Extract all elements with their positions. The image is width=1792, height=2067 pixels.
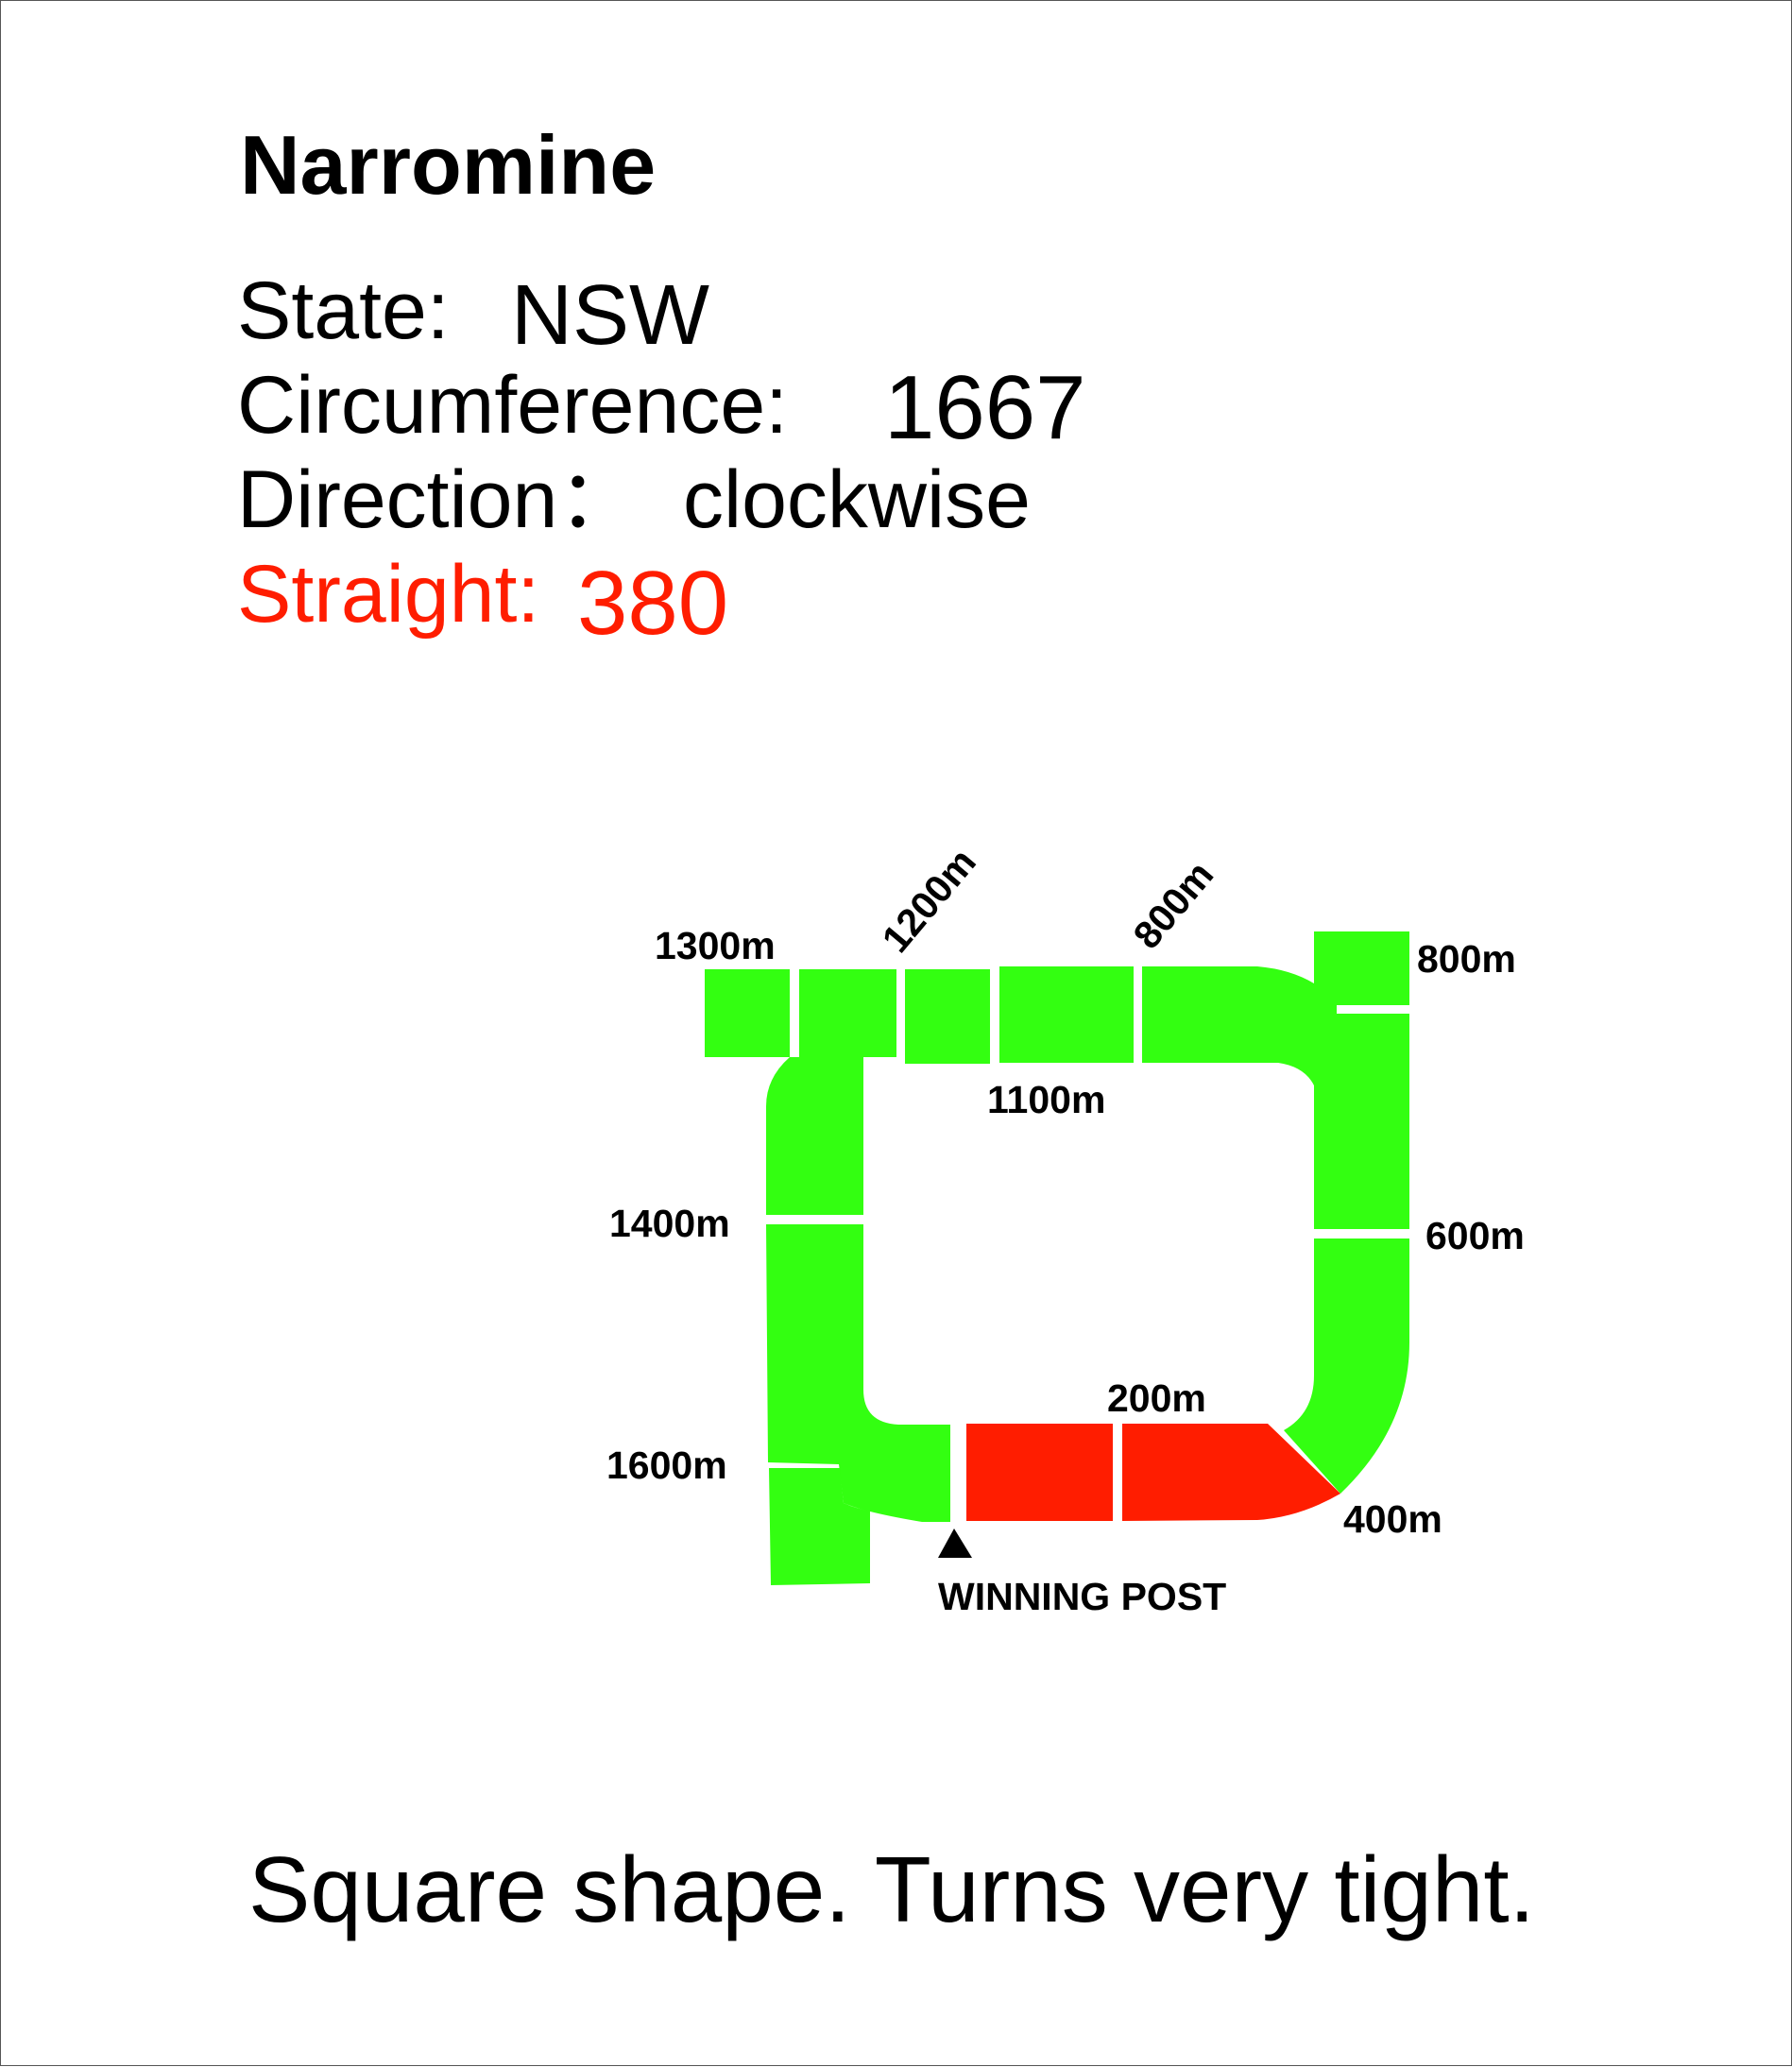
section-1150 bbox=[905, 969, 990, 1064]
marker-1100m: 1100m bbox=[987, 1078, 1105, 1121]
track-outline bbox=[705, 931, 1409, 1585]
section-1300-chute bbox=[705, 969, 790, 1057]
section-1400 bbox=[766, 1057, 863, 1215]
marker-1300m: 1300m bbox=[655, 924, 776, 967]
track-name: Narromine bbox=[240, 118, 657, 212]
direction-label: Direction： bbox=[237, 454, 640, 545]
marker-1400m: 1400m bbox=[609, 1202, 730, 1245]
section-200 bbox=[1122, 1424, 1340, 1521]
section-300 bbox=[966, 1424, 1113, 1521]
marker-1600m: 1600m bbox=[606, 1443, 727, 1487]
state-label: State: bbox=[237, 265, 450, 356]
marker-400m: 400m bbox=[1343, 1497, 1442, 1541]
marker-200m: 200m bbox=[1107, 1376, 1206, 1420]
direction-value: clockwise bbox=[683, 454, 1031, 545]
section-1600-chute bbox=[769, 1468, 870, 1585]
home-straight bbox=[966, 1424, 1340, 1521]
straight-label: Straight: bbox=[237, 549, 540, 640]
winning-post-icon bbox=[938, 1529, 972, 1558]
winning-post-label: WINNING POST bbox=[938, 1575, 1226, 1618]
section-1500 bbox=[766, 1224, 950, 1522]
section-900 bbox=[1142, 966, 1314, 1085]
section-600 bbox=[1284, 1238, 1409, 1494]
track-note: Square shape. Turns very tight. bbox=[248, 1837, 1535, 1941]
section-1200 bbox=[799, 969, 896, 1057]
section-1100 bbox=[999, 966, 1134, 1063]
straight-value: 380 bbox=[577, 553, 729, 654]
circumference-label: Circumference: bbox=[237, 360, 789, 451]
marker-800m-right: 800m bbox=[1417, 937, 1516, 981]
section-700 bbox=[1314, 983, 1409, 1229]
circumference-value: 1667 bbox=[884, 357, 1086, 458]
marker-800m-top: 800m bbox=[1125, 853, 1222, 957]
marker-1200m: 1200m bbox=[874, 840, 984, 960]
state-value: NSW bbox=[511, 268, 709, 363]
marker-600m: 600m bbox=[1425, 1214, 1525, 1257]
